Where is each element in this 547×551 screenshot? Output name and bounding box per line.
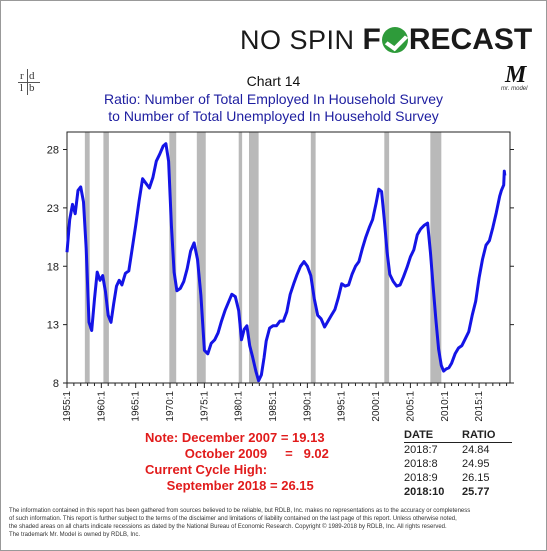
logo-text-f: F — [362, 23, 381, 56]
mr-model-logo: M mr. model — [501, 62, 531, 94]
y-tick-label: 8 — [53, 378, 59, 390]
recession-band — [310, 132, 316, 383]
row-ratio: 25.77 — [462, 486, 490, 498]
recession-band — [249, 132, 259, 383]
axis-ticks: 8 13 18 23 28 1955:1 1960:1 1965:1 1970:1 1975:1 1… — [47, 145, 514, 422]
y-tick-label: 28 — [47, 145, 59, 157]
disclaimer-line: The information contained in this report… — [9, 508, 471, 514]
x-tick-label: 1990:1 — [302, 391, 313, 422]
row-ratio: 26.15 — [462, 472, 490, 484]
x-tick-label: 2015:1 — [474, 391, 485, 422]
x-tick-label: 2005:1 — [405, 391, 416, 422]
x-tick-label: 1960:1 — [96, 391, 107, 422]
x-tick-label: 1975:1 — [199, 391, 210, 422]
checkmark-circle-icon — [381, 27, 408, 53]
x-tick-label: 1980:1 — [234, 391, 245, 422]
y-tick-label: 18 — [47, 261, 59, 273]
recession-band — [103, 132, 109, 383]
logo-text-recast: RECAST — [408, 23, 533, 56]
x-tick-label: 1965:1 — [131, 391, 142, 422]
note-line: October 2009 = 9.02 — [145, 446, 329, 461]
rdlb-letter: b — [29, 82, 35, 94]
logo-text-forecast: F RECAST — [363, 23, 533, 57]
disclaimer-line: The trademark Mr. Model is owned by RDLB… — [9, 532, 141, 538]
mr-model-tag: mr. model — [501, 86, 528, 92]
x-tick-label: 2010:1 — [440, 391, 451, 422]
rdlb-letter: d — [29, 70, 35, 82]
note-line: September 2018 = 26.15 — [145, 478, 314, 493]
table-row: 2018:7 24.84 — [404, 443, 512, 458]
recession-band — [430, 132, 442, 383]
table-row: 2018:9 26.15 — [404, 471, 512, 485]
x-tick-label: 1995:1 — [337, 391, 348, 422]
ratio-table: DATE RATIO 2018:7 24.84 2018:8 24.95 201… — [404, 428, 512, 499]
row-date: 2018:9 — [404, 472, 438, 484]
date-header: DATE — [404, 428, 456, 443]
x-tick-label: 1985:1 — [268, 391, 279, 422]
series-line — [65, 142, 507, 383]
row-date: 2018:10 — [404, 486, 445, 498]
ratio-table-header: DATE RATIO — [404, 428, 512, 443]
table-row: 2018:10 25.77 — [404, 485, 512, 499]
row-date: 2018:7 — [404, 444, 438, 456]
plot-frame — [66, 131, 511, 384]
row-date: 2018:8 — [404, 458, 438, 470]
table-row: 2018:8 24.95 — [404, 457, 512, 471]
x-tick-label: 2000:1 — [371, 391, 382, 422]
chart-number: Chart 14 — [246, 73, 301, 89]
disclaimer: The information contained in this report… — [9, 507, 537, 539]
ratio-header: RATIO — [456, 428, 512, 443]
x-tick-label: 1970:1 — [165, 391, 176, 422]
y-tick-label: 23 — [47, 203, 59, 215]
note-line: Note: December 2007 = 19.13 — [145, 430, 325, 445]
series-line-layer — [65, 142, 507, 383]
chart-title-line2: to Number of Total Unemployed In Househo… — [108, 108, 439, 124]
no-spin-forecast-logo: NO SPIN F RECAST — [240, 20, 535, 60]
disclaimer-line: the shaded areas on all charts indicate … — [9, 524, 447, 530]
mr-model-m: M — [505, 62, 527, 88]
chart-title-line1: Ratio: Number of Total Employed In House… — [103, 91, 444, 107]
row-ratio: 24.95 — [462, 458, 490, 470]
recession-band — [238, 132, 243, 383]
y-tick-label: 13 — [47, 320, 59, 332]
rdlb-letter: l — [20, 82, 24, 94]
disclaimer-line: of such information. This report is furt… — [9, 516, 457, 522]
note-block: Note: December 2007 = 19.13 October 2009… — [145, 430, 329, 494]
rdlb-letter: r — [20, 70, 24, 82]
recession-band — [196, 132, 206, 383]
logo-text-no-spin: NO SPIN — [240, 24, 355, 55]
note-line: Current Cycle High: — [145, 462, 268, 477]
row-ratio: 24.84 — [462, 444, 490, 456]
x-tick-label: 1955:1 — [62, 391, 73, 422]
